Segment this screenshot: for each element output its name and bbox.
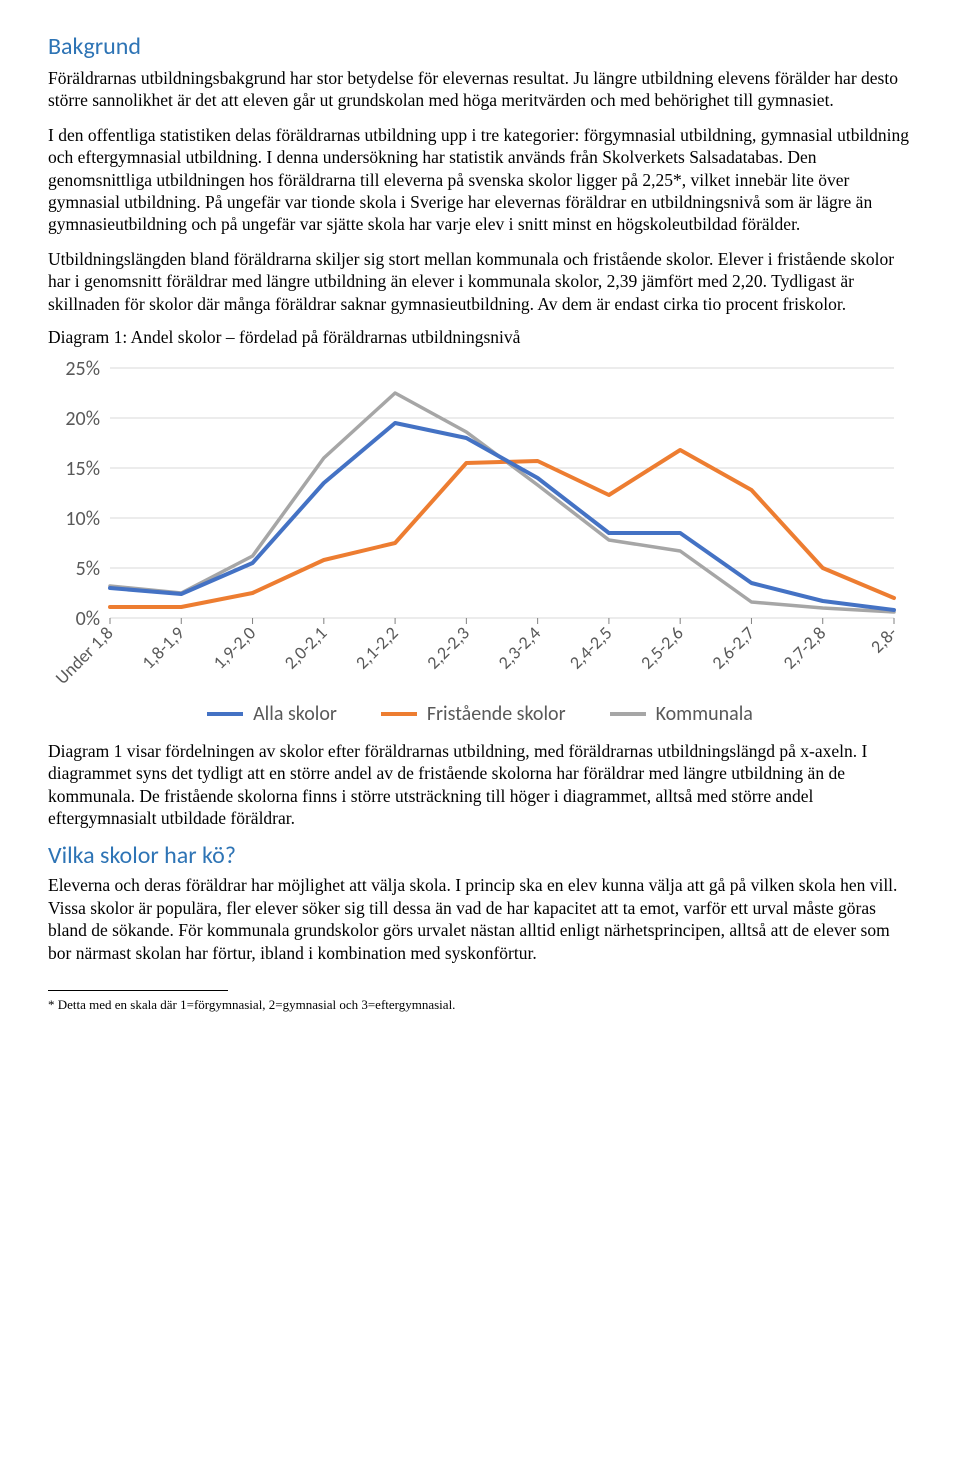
svg-text:1,9-2,0: 1,9-2,0 (208, 622, 260, 674)
paragraph-1: Föräldrarnas utbildningsbakgrund har sto… (48, 67, 912, 112)
chart-caption: Diagram 1: Andel skolor – fördelad på fö… (48, 327, 912, 348)
paragraph-3: Utbildningslängden bland föräldrarna ski… (48, 248, 912, 315)
line-chart-svg: 0%5%10%15%20%25%Under 1,81,8-1,91,9-2,02… (48, 358, 908, 698)
chart-legend: Alla skolor Fristående skolor Kommunala (48, 702, 912, 726)
legend-label: Kommunala (656, 702, 753, 726)
svg-text:10%: 10% (65, 507, 100, 531)
svg-text:2,8-: 2,8- (866, 622, 902, 658)
svg-text:5%: 5% (76, 557, 100, 581)
heading-vilka-skolor: Vilka skolor har kö? (48, 841, 912, 870)
svg-text:2,3-2,4: 2,3-2,4 (494, 622, 546, 674)
legend-item: Fristående skolor (381, 702, 566, 726)
footnote-text: * Detta med en skala där 1=förgymnasial,… (48, 997, 912, 1013)
svg-text:Under 1,8: Under 1,8 (51, 622, 118, 689)
svg-text:1,8-1,9: 1,8-1,9 (137, 622, 189, 674)
paragraph-5: Eleverna och deras föräldrar har möjligh… (48, 874, 912, 964)
paragraph-2: I den offentliga statistiken delas föräl… (48, 124, 912, 236)
legend-label: Fristående skolor (427, 702, 566, 726)
heading-bakgrund: Bakgrund (48, 32, 912, 61)
legend-label: Alla skolor (253, 702, 337, 726)
legend-swatch (381, 712, 417, 716)
legend-item: Alla skolor (207, 702, 337, 726)
legend-swatch (610, 712, 646, 716)
legend-item: Kommunala (610, 702, 753, 726)
svg-text:2,2-2,3: 2,2-2,3 (422, 622, 474, 674)
legend-swatch (207, 712, 243, 716)
svg-text:2,4-2,5: 2,4-2,5 (565, 622, 617, 674)
svg-text:20%: 20% (65, 407, 100, 431)
svg-text:2,1-2,2: 2,1-2,2 (351, 622, 403, 674)
svg-text:2,6-2,7: 2,6-2,7 (707, 622, 759, 674)
svg-text:25%: 25% (65, 358, 100, 381)
footnote-rule (48, 990, 228, 991)
paragraph-4: Diagram 1 visar fördelningen av skolor e… (48, 740, 912, 830)
chart-diagram-1: 0%5%10%15%20%25%Under 1,81,8-1,91,9-2,02… (48, 358, 912, 726)
svg-text:2,5-2,6: 2,5-2,6 (636, 622, 688, 674)
svg-text:2,0-2,1: 2,0-2,1 (280, 622, 332, 674)
svg-text:2,7-2,8: 2,7-2,8 (779, 622, 831, 674)
svg-text:15%: 15% (65, 457, 100, 481)
